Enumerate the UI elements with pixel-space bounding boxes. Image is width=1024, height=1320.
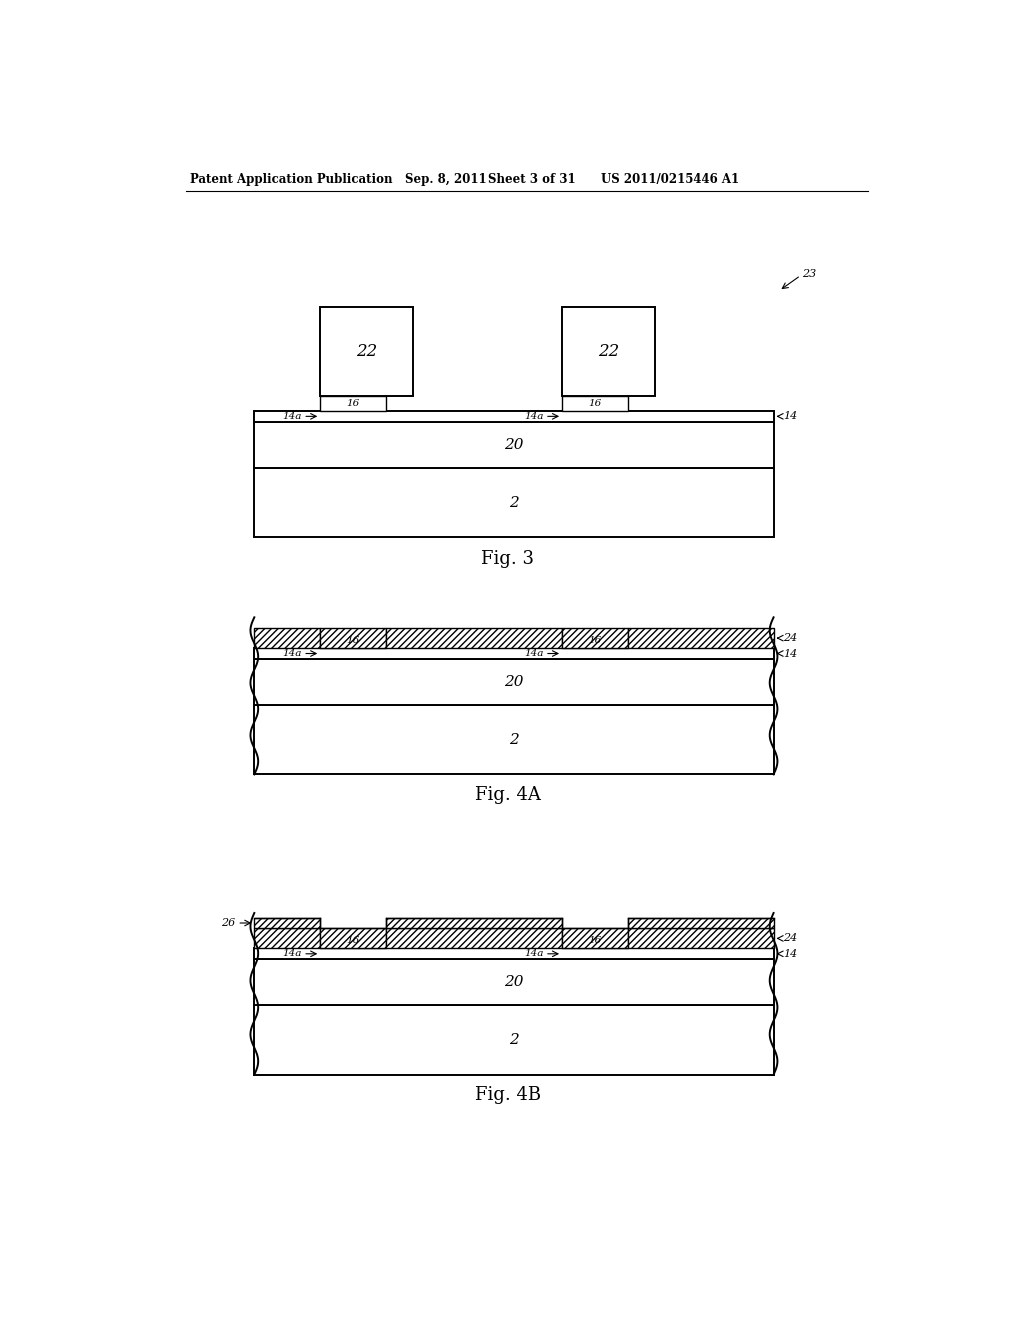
Text: 20: 20	[504, 675, 523, 689]
Text: 16: 16	[589, 636, 601, 645]
Text: 14: 14	[783, 412, 797, 421]
Bar	[254, 659, 773, 705]
Bar	[562, 628, 628, 648]
Text: 14a: 14a	[283, 949, 302, 958]
Text: Fig. 4A: Fig. 4A	[475, 787, 541, 804]
Text: 14: 14	[783, 949, 797, 958]
Bar	[386, 917, 562, 928]
Text: 16: 16	[346, 399, 359, 408]
Bar	[562, 933, 628, 949]
Text: Fig. 3: Fig. 3	[481, 550, 535, 568]
Bar	[562, 396, 628, 411]
Text: 14a: 14a	[524, 649, 544, 657]
Text: 16: 16	[346, 936, 359, 945]
Bar	[254, 628, 321, 648]
Text: 14a: 14a	[283, 649, 302, 657]
Bar	[562, 928, 628, 949]
Text: 14a: 14a	[524, 949, 544, 958]
Bar	[321, 308, 414, 396]
Bar	[628, 917, 773, 928]
Text: 14a: 14a	[283, 412, 302, 421]
Bar	[321, 632, 386, 648]
Text: 14: 14	[783, 648, 797, 659]
Bar	[321, 628, 386, 648]
Text: US 2011/0215446 A1: US 2011/0215446 A1	[601, 173, 739, 186]
Text: Patent Application Publication: Patent Application Publication	[190, 173, 392, 186]
Bar	[254, 917, 321, 928]
Text: 20: 20	[504, 438, 523, 451]
Text: 2: 2	[509, 1034, 519, 1047]
Bar	[321, 928, 386, 949]
Bar	[562, 632, 628, 648]
Bar	[254, 928, 321, 949]
Text: 24: 24	[783, 933, 797, 944]
Text: 2: 2	[509, 733, 519, 747]
Bar	[254, 1006, 773, 1074]
Bar	[254, 648, 773, 659]
Text: 24: 24	[783, 634, 797, 643]
Bar	[386, 628, 562, 648]
Text: 16: 16	[589, 399, 601, 408]
Bar	[254, 705, 773, 775]
Bar	[628, 928, 773, 949]
Bar	[321, 933, 386, 949]
Bar	[386, 928, 562, 949]
Text: Sheet 3 of 31: Sheet 3 of 31	[488, 173, 575, 186]
Text: 22: 22	[598, 343, 620, 360]
Text: 16: 16	[346, 636, 359, 645]
Bar	[628, 628, 773, 648]
Text: 14a: 14a	[524, 412, 544, 421]
Bar	[562, 308, 655, 396]
Bar	[254, 960, 773, 1006]
Text: Sep. 8, 2011: Sep. 8, 2011	[406, 173, 487, 186]
Text: 22: 22	[356, 343, 377, 360]
Bar	[254, 469, 773, 537]
Text: Fig. 4B: Fig. 4B	[475, 1086, 541, 1105]
Bar	[254, 422, 773, 469]
Text: 16: 16	[589, 936, 601, 945]
Bar	[321, 396, 386, 411]
Text: 26: 26	[221, 917, 236, 928]
Text: 23: 23	[802, 269, 816, 279]
Text: 2: 2	[509, 495, 519, 510]
Text: 20: 20	[504, 975, 523, 989]
Bar	[254, 411, 773, 422]
Bar	[254, 949, 773, 960]
